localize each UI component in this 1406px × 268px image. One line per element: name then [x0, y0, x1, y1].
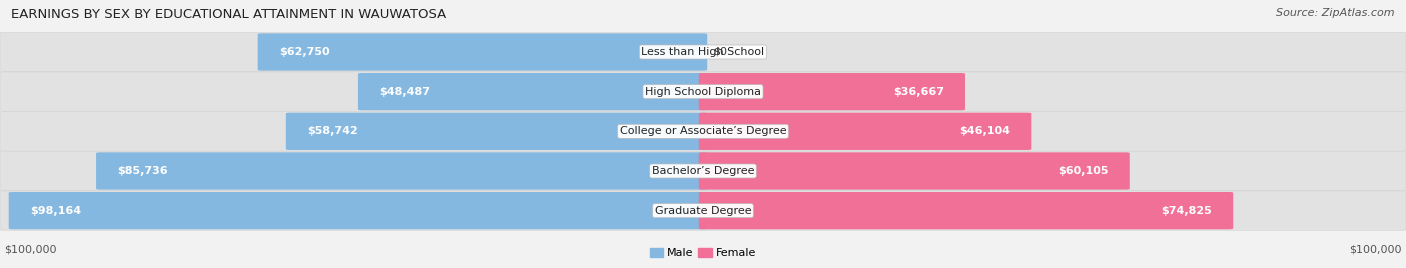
FancyBboxPatch shape	[699, 192, 1233, 229]
Text: Bachelor’s Degree: Bachelor’s Degree	[652, 166, 754, 176]
Text: $58,742: $58,742	[307, 126, 357, 136]
Text: $0: $0	[713, 47, 727, 57]
Text: $85,736: $85,736	[117, 166, 167, 176]
Text: $74,825: $74,825	[1161, 206, 1212, 216]
Text: $46,104: $46,104	[959, 126, 1011, 136]
FancyBboxPatch shape	[699, 152, 1130, 190]
FancyBboxPatch shape	[96, 152, 707, 190]
FancyBboxPatch shape	[0, 151, 1406, 191]
Text: Source: ZipAtlas.com: Source: ZipAtlas.com	[1277, 8, 1395, 18]
FancyBboxPatch shape	[0, 32, 1406, 72]
Text: $60,105: $60,105	[1059, 166, 1109, 176]
Legend: Male, Female: Male, Female	[645, 243, 761, 262]
Text: $36,667: $36,667	[893, 87, 943, 97]
FancyBboxPatch shape	[257, 33, 707, 71]
FancyBboxPatch shape	[285, 113, 707, 150]
FancyBboxPatch shape	[0, 191, 1406, 230]
FancyBboxPatch shape	[359, 73, 707, 110]
FancyBboxPatch shape	[0, 72, 1406, 111]
Text: $100,000: $100,000	[4, 244, 56, 254]
FancyBboxPatch shape	[8, 192, 707, 229]
Text: Less than High School: Less than High School	[641, 47, 765, 57]
FancyBboxPatch shape	[699, 113, 1032, 150]
Text: Graduate Degree: Graduate Degree	[655, 206, 751, 216]
Text: College or Associate’s Degree: College or Associate’s Degree	[620, 126, 786, 136]
Text: $48,487: $48,487	[380, 87, 430, 97]
Text: $62,750: $62,750	[278, 47, 329, 57]
FancyBboxPatch shape	[699, 73, 965, 110]
Text: EARNINGS BY SEX BY EDUCATIONAL ATTAINMENT IN WAUWATOSA: EARNINGS BY SEX BY EDUCATIONAL ATTAINMEN…	[11, 8, 447, 21]
Text: $98,164: $98,164	[30, 206, 82, 216]
FancyBboxPatch shape	[0, 111, 1406, 151]
Text: High School Diploma: High School Diploma	[645, 87, 761, 97]
Text: $100,000: $100,000	[1350, 244, 1402, 254]
